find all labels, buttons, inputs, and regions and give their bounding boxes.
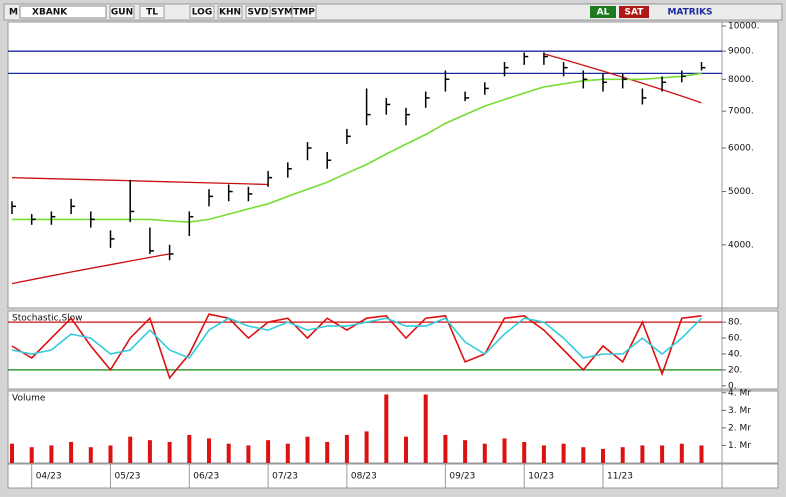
toolbar-button[interactable] xyxy=(109,5,135,19)
y-tick-label: 40. xyxy=(728,349,742,359)
buy-button[interactable] xyxy=(590,6,616,18)
panel-title: Stochastic,Slow xyxy=(12,314,83,324)
toolbar-button[interactable] xyxy=(291,5,317,19)
volume-bar xyxy=(581,447,586,463)
y-tick-label: 6000. xyxy=(728,143,754,153)
volume-bar xyxy=(404,436,408,463)
x-tick-label: 05/23 xyxy=(115,472,141,482)
x-tick-label: 04/23 xyxy=(36,472,62,482)
y-tick-label: 7000. xyxy=(728,107,754,117)
y-tick-label: 8000. xyxy=(728,75,754,85)
volume-bar xyxy=(364,431,369,463)
oscillator-line xyxy=(11,317,703,359)
toolbar-button[interactable] xyxy=(217,5,243,19)
toolbar-button-label[interactable]: TMP xyxy=(293,8,315,18)
volume-bar xyxy=(423,394,428,463)
x-tick-label: 10/23 xyxy=(528,472,554,482)
x-tick-label: 09/23 xyxy=(449,472,475,482)
volume-panel xyxy=(7,390,779,464)
volume-bar xyxy=(699,445,704,463)
price-panel xyxy=(7,21,779,309)
volume-bar xyxy=(640,445,645,463)
y-tick-label: 2. Mr xyxy=(728,423,751,433)
symbol[interactable]: XBANK xyxy=(32,8,68,18)
volume-bar xyxy=(167,441,172,463)
volume-bar xyxy=(384,394,389,463)
volume-bar xyxy=(660,445,665,463)
y-tick-label: 60. xyxy=(728,334,742,344)
volume-bar xyxy=(246,445,251,463)
sell-label[interactable]: SAT xyxy=(625,8,645,18)
trend-line xyxy=(11,176,269,186)
volume-bar xyxy=(305,436,310,463)
volume-bar xyxy=(49,445,54,463)
x-tick-label: 06/23 xyxy=(193,472,219,482)
volume-bar xyxy=(325,441,330,463)
toolbar-button-label[interactable]: SVD xyxy=(248,8,269,18)
buy-label[interactable]: AL xyxy=(597,8,610,18)
y-tick-label: 1. Mr xyxy=(728,441,751,451)
x-tick-label: 07/23 xyxy=(272,472,298,482)
x-tick-label: 08/23 xyxy=(351,472,377,482)
x-tick-label: 11/23 xyxy=(607,472,633,482)
volume-bar xyxy=(679,443,684,463)
y-tick-label: 3. Mr xyxy=(728,406,751,416)
y-tick-label: 10000. xyxy=(728,22,760,32)
volume-bar xyxy=(463,440,468,463)
volume-bar xyxy=(108,445,113,463)
volume-bar xyxy=(128,436,133,463)
volume-bar xyxy=(601,448,605,463)
volume-bar xyxy=(541,445,546,463)
moving-average xyxy=(12,72,702,223)
menu-button[interactable]: M xyxy=(9,8,18,18)
sell-button[interactable] xyxy=(619,6,649,18)
toolbar-button-label[interactable]: GUN xyxy=(111,8,133,18)
volume-bar xyxy=(561,443,566,463)
time-axis xyxy=(7,463,779,489)
toolbar-button-label[interactable]: SYM xyxy=(271,8,293,18)
y-tick-label: 20. xyxy=(728,365,742,375)
toolbar-button-label[interactable]: TL xyxy=(146,8,158,18)
volume-bar xyxy=(187,434,192,463)
symbol-box[interactable] xyxy=(19,5,107,19)
toolbar-button[interactable] xyxy=(189,5,215,19)
y-tick-label: 80. xyxy=(728,318,742,328)
trend-line xyxy=(11,253,170,285)
volume-bar xyxy=(29,447,34,463)
volume-bar xyxy=(147,440,152,463)
y-tick-label: 5000. xyxy=(728,187,754,197)
volume-bar xyxy=(266,440,271,463)
volume-bar xyxy=(207,438,211,463)
y-tick-label: 0. xyxy=(728,381,737,391)
panel-title: Volume xyxy=(12,394,46,404)
volume-bar xyxy=(10,443,14,463)
volume-bar xyxy=(226,443,231,463)
y-tick-label: 4000. xyxy=(728,240,754,250)
volume-bar xyxy=(522,441,527,463)
y-tick-label: 9000. xyxy=(728,47,754,57)
volume-bar xyxy=(344,434,349,463)
toolbar-button-label[interactable]: LOG xyxy=(192,8,212,18)
volume-bar xyxy=(502,438,507,463)
volume-bar xyxy=(285,443,290,463)
volume-bar xyxy=(482,443,487,463)
volume-bar xyxy=(69,441,74,463)
volume-bar xyxy=(620,447,625,463)
brand: MATRIKS xyxy=(667,8,712,18)
y-tick-label: 4. Mr xyxy=(728,388,751,398)
toolbar-button-label[interactable]: KHN xyxy=(219,8,241,18)
volume-bar xyxy=(88,447,93,463)
toolbar-button[interactable] xyxy=(139,5,165,19)
volume-bar xyxy=(443,434,448,463)
